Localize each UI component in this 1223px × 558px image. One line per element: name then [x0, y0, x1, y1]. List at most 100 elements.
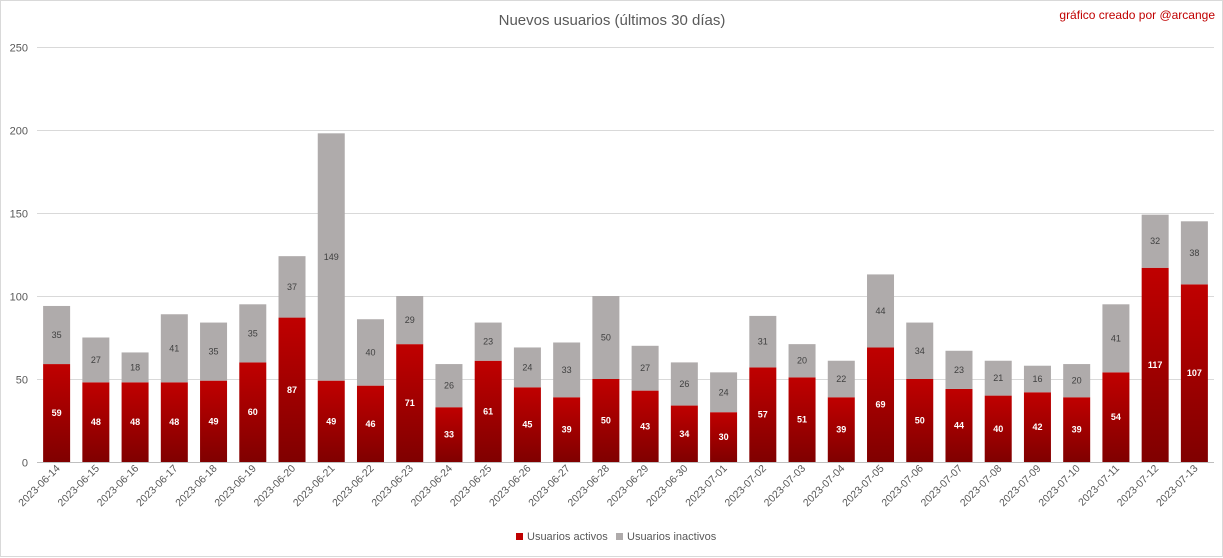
data-label-active: 30	[719, 432, 729, 442]
bar-active	[906, 379, 934, 462]
data-label-inactive: 24	[719, 387, 729, 397]
bar-active	[710, 412, 738, 462]
bar-inactive	[631, 345, 659, 391]
bar-active	[435, 407, 463, 462]
data-label-active: 39	[836, 425, 846, 435]
y-tick-label: 0	[22, 458, 28, 470]
bar-inactive	[356, 319, 384, 386]
y-tick-label: 150	[10, 209, 28, 221]
data-label-active: 117	[1148, 360, 1163, 370]
bar-active	[317, 380, 345, 462]
data-label-active: 60	[248, 407, 258, 417]
data-label-active: 43	[640, 421, 650, 431]
y-tick-label: 100	[10, 292, 28, 304]
bar-active	[239, 362, 267, 462]
bar-active	[553, 397, 581, 462]
bar-inactive	[200, 322, 228, 381]
data-label-active: 46	[365, 419, 375, 429]
data-label-active: 57	[758, 410, 768, 420]
data-label-active: 87	[287, 385, 297, 395]
data-label-inactive: 23	[954, 365, 964, 375]
bar-inactive	[1102, 304, 1130, 373]
chart-credit: gráfico creado por @arcange	[1059, 8, 1215, 22]
bar-active	[867, 347, 895, 462]
gridlines	[37, 47, 1214, 463]
y-tick-label: 50	[16, 375, 28, 387]
bar-inactive	[984, 360, 1012, 396]
bar-active	[670, 405, 698, 462]
bars	[43, 133, 1208, 462]
data-label-active: 39	[562, 425, 572, 435]
bar-inactive	[1023, 365, 1051, 393]
bar-active	[1023, 392, 1051, 462]
bar-inactive	[1063, 364, 1091, 398]
bar-active	[474, 360, 502, 462]
bar-active	[1141, 267, 1169, 462]
bar-inactive	[121, 352, 149, 383]
data-label-active: 40	[993, 424, 1003, 434]
data-label-active: 33	[444, 430, 454, 440]
bar-inactive	[239, 304, 267, 363]
bar-inactive	[1180, 221, 1208, 285]
data-label-active: 51	[797, 415, 807, 425]
data-label-inactive: 149	[324, 252, 339, 262]
data-label-inactive: 24	[522, 362, 532, 372]
bar-active	[121, 382, 149, 462]
bar-active	[945, 388, 973, 462]
data-label-inactive: 41	[169, 343, 179, 353]
bar-inactive	[435, 364, 463, 408]
data-label-active: 42	[1032, 422, 1042, 432]
bar-inactive	[867, 274, 895, 348]
bar-inactive	[513, 347, 541, 388]
bar-active	[827, 397, 855, 462]
bar-inactive	[43, 305, 71, 365]
bar-inactive	[945, 350, 973, 389]
data-label-active: 44	[954, 420, 964, 430]
y-tick-label: 200	[10, 126, 28, 138]
bar-active	[200, 380, 228, 462]
y-tick-label: 250	[10, 43, 28, 55]
data-label-inactive: 29	[405, 315, 415, 325]
bar-inactive	[827, 360, 855, 398]
data-label-inactive: 32	[1150, 236, 1160, 246]
legend-label-inactive: Usuarios inactivos	[627, 531, 717, 543]
data-label-inactive: 20	[797, 356, 807, 366]
bar-inactive	[788, 344, 816, 378]
data-label-inactive: 23	[483, 337, 493, 347]
bar-inactive	[553, 342, 581, 398]
data-label-active: 39	[1072, 425, 1082, 435]
data-label-active: 49	[326, 416, 336, 426]
bar-inactive	[82, 337, 110, 383]
data-label-active: 69	[876, 400, 886, 410]
bar-active	[43, 364, 71, 462]
bar-active	[788, 377, 816, 462]
legend-swatch-inactive	[616, 533, 623, 540]
x-tick-label: 2023-07-13	[1154, 463, 1201, 510]
data-label-inactive: 34	[915, 346, 925, 356]
bar-active	[513, 387, 541, 462]
data-label-inactive: 35	[248, 328, 258, 338]
data-label-active: 48	[130, 417, 140, 427]
bar-inactive	[710, 372, 738, 413]
bar-active	[592, 379, 620, 462]
data-label-inactive: 44	[876, 306, 886, 316]
legend: Usuarios activos Usuarios inactivos	[516, 531, 717, 543]
bar-active	[160, 382, 188, 462]
bar-active	[278, 317, 306, 462]
data-label-active: 50	[601, 416, 611, 426]
data-labels: 59 35 48 27 48 18 48 41 49 35 60 35 87 37 49 149 46 40 71 2…	[52, 236, 1202, 442]
data-label-active: 59	[52, 408, 62, 418]
data-label-active: 61	[483, 406, 493, 416]
bar-active	[356, 385, 384, 462]
data-label-active: 48	[91, 417, 101, 427]
data-label-active: 54	[1111, 412, 1121, 422]
bar-active	[82, 382, 110, 462]
chart-title: Nuevos usuarios (últimos 30 días)	[499, 12, 726, 29]
data-label-inactive: 35	[52, 330, 62, 340]
bar-inactive	[1141, 214, 1169, 268]
data-label-inactive: 18	[130, 362, 140, 372]
bar-inactive	[670, 362, 698, 406]
data-label-inactive: 20	[1072, 376, 1082, 386]
bar-inactive	[317, 133, 345, 381]
